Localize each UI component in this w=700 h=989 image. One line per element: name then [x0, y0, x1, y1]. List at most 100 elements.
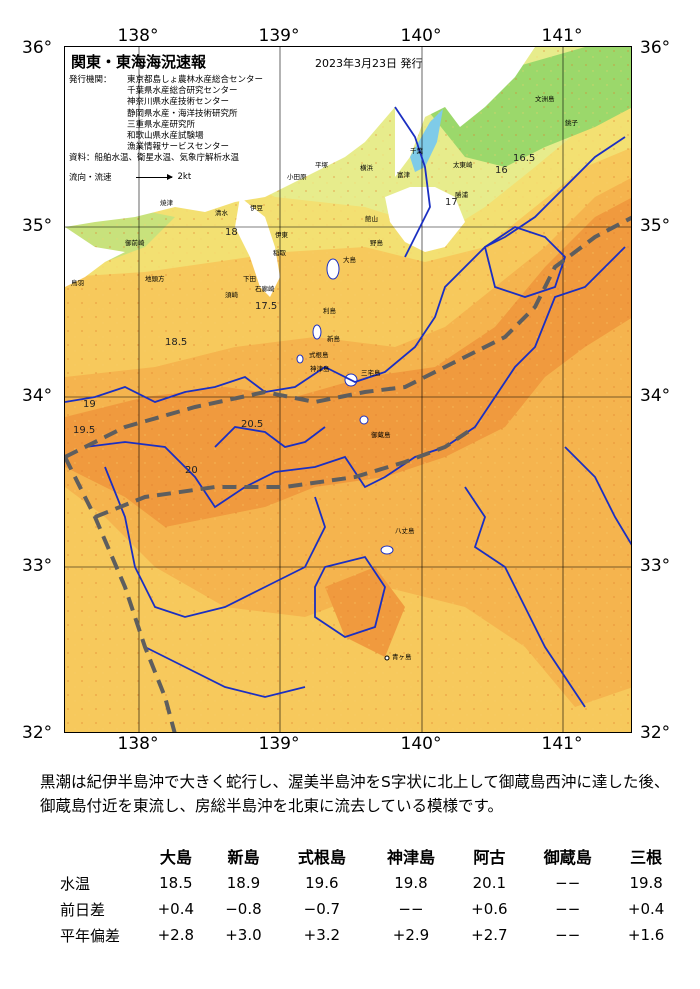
contour-coastal [394, 106, 431, 258]
table-header: 三根 [630, 848, 663, 867]
table-header: 神津島 [386, 848, 435, 867]
place-label: 銚子 [565, 119, 578, 127]
contour-label: 19 [83, 399, 96, 410]
table-cell: +2.7 [471, 926, 508, 944]
row-label: 平年偏差 [60, 926, 121, 945]
place-label: 太東崎 [453, 161, 473, 169]
lat-label-36-left: 36° [22, 38, 53, 58]
table-cell: −− [555, 874, 581, 892]
table-cell: +3.2 [303, 926, 341, 944]
tokyo-bay [410, 109, 443, 172]
table-cell: −0.7 [303, 900, 341, 918]
island-mikurajima [359, 415, 369, 425]
credit-0: 東京都島しょ農林水産総合センター [127, 75, 264, 85]
contour-label: 17.5 [255, 301, 278, 312]
contour-20-loop [84, 246, 626, 509]
place-label: 神津島 [310, 365, 330, 373]
flow-legend-label: 流向・流速 [69, 173, 112, 183]
island-kozushima [296, 354, 304, 364]
lon-label-140-bottom: 140° [400, 734, 442, 754]
credit-6: 漁業情報サービスセンター [127, 142, 230, 153]
contour-19-5-west [104, 466, 326, 618]
sea-temperature-map: 関東・東海海況速報 2023年3月23日 発行 発行機関： 東京都島しょ農林水産総… [64, 46, 632, 733]
contour-eddy [314, 555, 386, 638]
place-label: 御蔵島 [371, 431, 391, 439]
table-row: 前日差 +0.4 −0.8 −0.7 −− +0.6 −− +0.4 [60, 896, 680, 922]
contour-19-north [65, 136, 626, 403]
place-label: 稲取 [273, 249, 286, 257]
table-cell: +1.6 [627, 926, 665, 944]
kuroshio-summary: 黒潮は紀伊半島沖で大きく蛇行し、渥美半島沖をS字状に北上して御蔵島西沖に達した後… [40, 773, 670, 815]
place-label: 石廊崎 [255, 285, 275, 293]
land-kanto [395, 47, 535, 177]
table-cell: −− [398, 900, 424, 918]
table-row: 平年偏差 +2.8 +3.0 +3.2 +2.9 +2.7 −− +1.6 [60, 922, 680, 948]
issue-date: 2023年3月23日 発行 [315, 57, 423, 70]
table-cell: +0.4 [157, 900, 195, 918]
place-label: 地頭方 [145, 275, 165, 283]
lon-label-141-top: 141° [541, 26, 583, 46]
contour-19-5-east [464, 486, 586, 708]
land-izu-peninsula [235, 197, 280, 297]
table-header-row: 大島 新島 式根島 神津島 阿古 御蔵島 三根 [60, 842, 680, 870]
place-label: 御前崎 [125, 239, 145, 247]
island-oshima [326, 258, 340, 280]
contour-label: 16 [495, 165, 508, 176]
place-label: 文洲島 [535, 95, 555, 103]
lat-label-35-right: 35° [640, 216, 671, 236]
place-label: 下田 [243, 275, 256, 283]
table-cell: +2.8 [157, 926, 195, 944]
place-label: 式根島 [309, 351, 329, 359]
contour-label: 16.5 [513, 153, 536, 164]
place-label: 伊東 [275, 231, 288, 239]
table-header [60, 842, 142, 870]
row-label: 水温 [60, 874, 91, 893]
sources-text: 資料：船舶水温、衛星水温、気象庁解析水温 [69, 153, 240, 164]
place-label: 伊豆 [250, 204, 263, 212]
lat-label-36-right: 36° [640, 38, 671, 58]
graticule [65, 47, 631, 732]
credit-4: 三重県水産研究所 [127, 119, 196, 130]
lon-label-139-top: 139° [258, 26, 300, 46]
lon-label-141-bottom: 141° [541, 734, 583, 754]
contour-mid [214, 426, 326, 448]
table-cell: +0.6 [471, 900, 508, 918]
place-label: 三宅島 [361, 369, 381, 377]
lon-label-138-top: 138° [117, 26, 159, 46]
kuroshio-axis [65, 215, 631, 459]
place-label: 小田原 [287, 173, 307, 181]
table-cell: 20.1 [472, 874, 507, 892]
credits-block: 発行機関： 東京都島しょ農林水産総合センター 千葉県水産総合研究センター 神奈川県… [69, 75, 263, 165]
place-label: 館山 [365, 215, 378, 223]
contour-label: 19.5 [73, 425, 96, 436]
table-header: 御蔵島 [543, 848, 592, 867]
contour-south [144, 646, 306, 698]
table-header: 新島 [227, 848, 260, 867]
flow-legend: 流向・流速 2kt [69, 171, 191, 183]
lat-label-32-left: 32° [22, 723, 53, 743]
sst-map-graphic [65, 47, 631, 732]
observation-table: 大島 新島 式根島 神津島 阿古 御蔵島 三根 水温 18.5 18.9 19.… [60, 842, 680, 948]
lon-label-139-bottom: 139° [258, 734, 300, 754]
table-cell: −− [555, 900, 581, 918]
lon-label-138-bottom: 138° [117, 734, 159, 754]
land-kii [65, 227, 125, 287]
island-aogashima [384, 655, 390, 661]
contour-se [564, 446, 631, 546]
contour-label: 18 [225, 227, 238, 238]
contour-label: 17 [445, 197, 458, 208]
lon-label-140-top: 140° [400, 26, 442, 46]
place-label: 勝浦 [455, 191, 468, 199]
contour-label: 20 [185, 465, 198, 476]
place-label: 野島 [370, 239, 383, 247]
place-label: 利島 [323, 307, 336, 315]
land-boso-peninsula [385, 187, 465, 252]
place-label: 富津 [397, 171, 410, 179]
contour-label: 18.5 [165, 337, 188, 348]
lat-label-34-left: 34° [22, 386, 53, 406]
place-label: 千葉 [410, 147, 423, 155]
table-cell: −− [555, 926, 581, 944]
row-label: 前日差 [60, 900, 106, 919]
credit-1: 千葉県水産総合研究センター [127, 86, 238, 97]
